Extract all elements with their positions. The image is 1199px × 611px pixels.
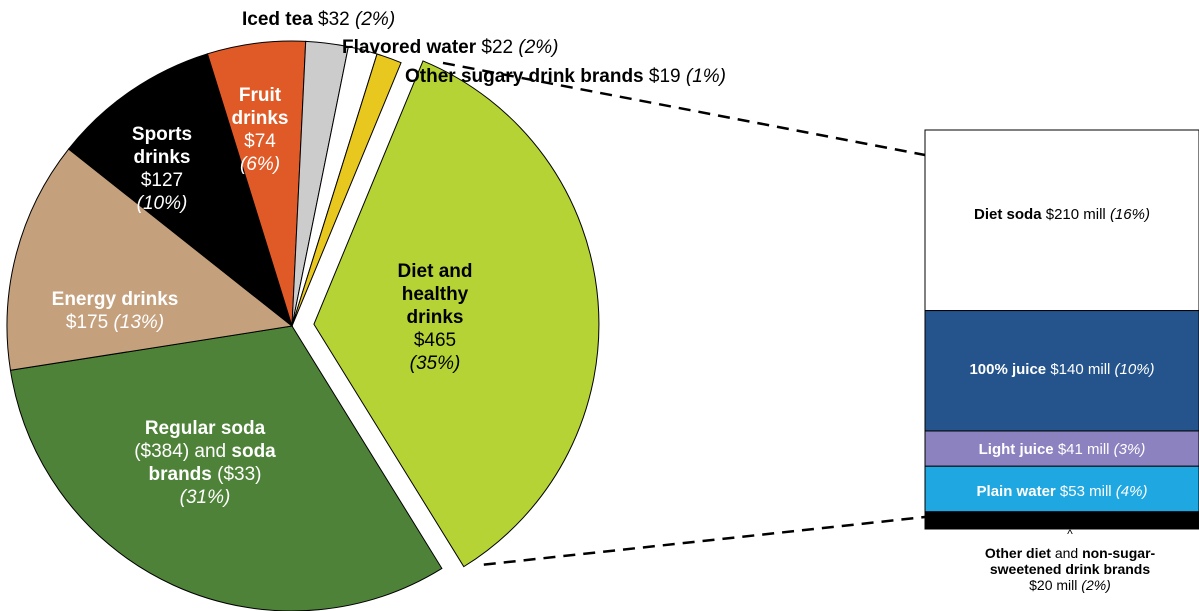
bar-label-diet-soda: Diet soda $210 mill (16%) [974, 206, 1150, 223]
pie-slice-diet [313, 60, 600, 568]
bar-segment-juice [924, 310, 1199, 432]
pie-chart [6, 40, 600, 611]
bar-segment-otherdiet [924, 511, 1199, 530]
slice-label-diet: Diet and healthy drinks $465 (35%) [397, 261, 473, 374]
connector-top [442, 61, 926, 157]
connector-bottom [483, 515, 926, 566]
slice-label-sports: Sports drinks $127 (10%) [131, 124, 193, 214]
connector-lines [442, 61, 926, 566]
pie-slice-other [291, 53, 402, 327]
bar-segment-light [924, 430, 1199, 467]
bar-label-juice: 100% juice $140 mill (10%) [969, 361, 1155, 378]
slice-label-soda: Regular soda ($384) and soda brands ($33… [134, 418, 276, 508]
bar-segment-plain [924, 465, 1199, 513]
caret-marker: ^ [1067, 527, 1073, 541]
bar-label-light-juice: Light juice $41 mill (3%) [978, 441, 1146, 458]
pie-slice-soda [9, 325, 443, 611]
slice-label-other: Other sugary drink brands $19 (1%) [405, 66, 727, 87]
pie-slice-sports [67, 53, 293, 328]
slice-label-water: Flavored water $22 (2%) [342, 37, 559, 58]
bar-label-plain-water: Plain water $53 mill (4%) [976, 483, 1148, 500]
bar-segment-dietsoda [924, 129, 1199, 312]
pie-slice-energy [6, 148, 294, 371]
bar-label-other-diet: Other diet and non-sugar-sweetened drink… [984, 545, 1156, 593]
stacked-bar [924, 129, 1199, 530]
slice-label-tea: Iced tea $32 (2%) [242, 9, 396, 30]
slice-label-fruit: Fruit drinks $74 (6%) [231, 85, 289, 175]
slice-label-energy: Energy drinks $175 (13%) [51, 289, 179, 333]
